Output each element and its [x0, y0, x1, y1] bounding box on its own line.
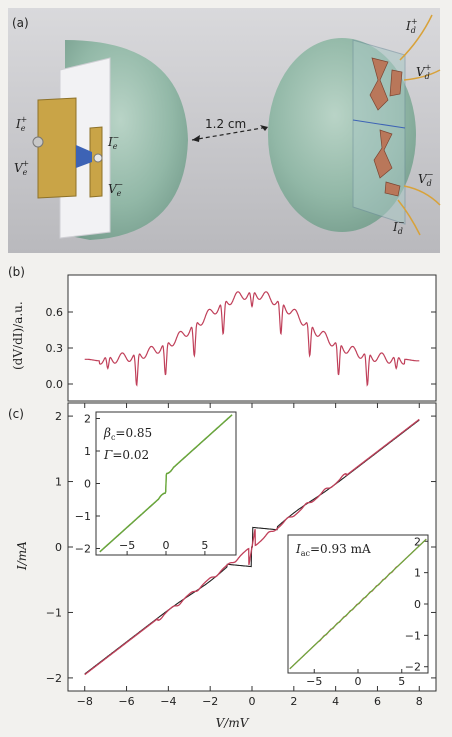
label-ie-minus: Ie− [107, 133, 119, 151]
panel-c-xtick-label: −4 [160, 695, 176, 708]
left-contact-1 [32, 136, 44, 148]
label-ie-plus: Ie+ [15, 115, 27, 133]
panel-b-frame [67, 274, 437, 402]
panel-c-xtick-label: 6 [374, 695, 381, 708]
inset-left-beta: βc=0.85 [103, 426, 152, 442]
panel-c-inset-left: βc=0.85 Γ=0.02 −5 0 5 −2 −1 0 1 2 [75, 411, 237, 556]
label-vd-plus: Vd+ [416, 63, 432, 81]
inset-right-xtick-label: 5 [398, 675, 405, 688]
panel-c-xticks: −8 −6 −4 −2 0 2 4 6 8 [77, 403, 423, 708]
inset-right-iac: Iac=0.93 mA [295, 542, 371, 558]
left-labels: Ie+ Ve+ Ie− Ve− [14, 115, 123, 198]
left-contact-2 [93, 153, 103, 163]
panel-c-series-red-line [84, 418, 420, 676]
inset-right-xtick-label: 0 [355, 675, 362, 688]
panel-b-series-line [84, 291, 420, 387]
panel-c-yticks: −2 −1 0 1 2 [46, 410, 436, 685]
label-vd-minus: Vd− [418, 170, 434, 188]
inset-left-series-green [99, 414, 233, 553]
inset-right-ytick-label: −2 [405, 661, 421, 674]
right-wires [397, 14, 441, 236]
distance-arrow-head-left [192, 135, 200, 142]
panel-c-ylabel: I/mA [15, 541, 29, 571]
inset-right-ytick-label: 2 [414, 535, 421, 548]
panel-c-label: (c) [8, 407, 24, 421]
panel-b: (b) (dV/dI)/a.u. 0.0 0.3 0.6 [8, 265, 437, 402]
panel-b-ytick-0: 0.0 [46, 378, 64, 391]
panel-c-ytick-label: 0 [55, 541, 62, 554]
panel-c-xtick-label: 2 [290, 695, 297, 708]
distance-label: 1.2 cm [205, 117, 246, 131]
panel-a: (a) Ie+ Ve+ Ie− Ve− 1.2 cm [8, 8, 441, 253]
right-chip-midline [352, 119, 406, 129]
panel-c-ytick-label: 2 [55, 410, 62, 423]
right-labels: Id+ Vd+ Vd− Id− [392, 17, 434, 236]
panel-b-ytick-1: 0.3 [46, 342, 64, 355]
left-junction [76, 145, 92, 168]
panel-a-label: (a) [12, 16, 29, 30]
label-id-minus: Id− [392, 218, 405, 236]
inset-right-ytick-label: −1 [405, 629, 421, 642]
panel-c-inset-right: Iac=0.93 mA −5 0 5−2 −1 0 1 2 [287, 534, 429, 688]
inset-left-ytick-label: −2 [75, 543, 91, 556]
inset-left-ytick-label: 0 [84, 478, 91, 491]
inset-left-gamma: Γ=0.02 [103, 448, 149, 462]
inset-left-ytick-label: 1 [84, 445, 91, 458]
inset-left-ticks: −5 0 5 −2 −1 0 1 2 [75, 413, 209, 556]
panel-c-xtick-label: −2 [202, 695, 218, 708]
panel-b-label: (b) [8, 265, 25, 279]
inset-right-ticks: −5 0 5−2 −1 0 1 2 [306, 535, 428, 688]
inset-right-ytick-label: 0 [414, 598, 421, 611]
label-id-plus: Id+ [405, 17, 418, 35]
inset-left-xtick-label: 0 [163, 539, 170, 552]
panel-c-ytick-label: −2 [46, 672, 62, 685]
inset-left-ytick-label: 2 [84, 413, 91, 426]
panel-b-ylabel: (dV/dI)/a.u. [11, 301, 25, 370]
distance-arrow [191, 126, 269, 141]
panel-c-xtick-label: −6 [118, 695, 134, 708]
distance-arrow-head-right [260, 125, 268, 131]
panel-c-xtick-label: 4 [332, 695, 339, 708]
inset-right-xtick-label: −5 [306, 675, 322, 688]
inset-right-ytick-label: 1 [414, 567, 421, 580]
panel-c-ytick-label: −1 [46, 606, 62, 619]
panel-b-ticks [68, 311, 436, 385]
inset-left-xtick-label: −5 [119, 539, 135, 552]
panel-c-xtick-label: 0 [249, 695, 256, 708]
right-electrodes [369, 57, 403, 197]
inset-right-series-green [289, 538, 427, 670]
panel-b-ytick-2: 0.6 [46, 306, 64, 319]
panel-c-xtick-label: 8 [416, 695, 423, 708]
inset-left-ytick-label: −1 [75, 510, 91, 523]
label-ve-minus: Ve− [108, 180, 123, 198]
left-pad-large [37, 97, 77, 199]
panel-c-xlabel: V/mV [216, 716, 250, 730]
panel-c: (c) I/mA V/mV −8 −6 −4 −2 0 2 4 6 8 −2 −1 0 1 2 βc=0… [8, 402, 437, 730]
panel-c-ytick-label: 1 [55, 476, 62, 489]
label-ve-plus: Ve+ [14, 159, 29, 177]
inset-left-xtick-label: 5 [201, 539, 208, 552]
panel-c-xtick-label: −8 [77, 695, 93, 708]
